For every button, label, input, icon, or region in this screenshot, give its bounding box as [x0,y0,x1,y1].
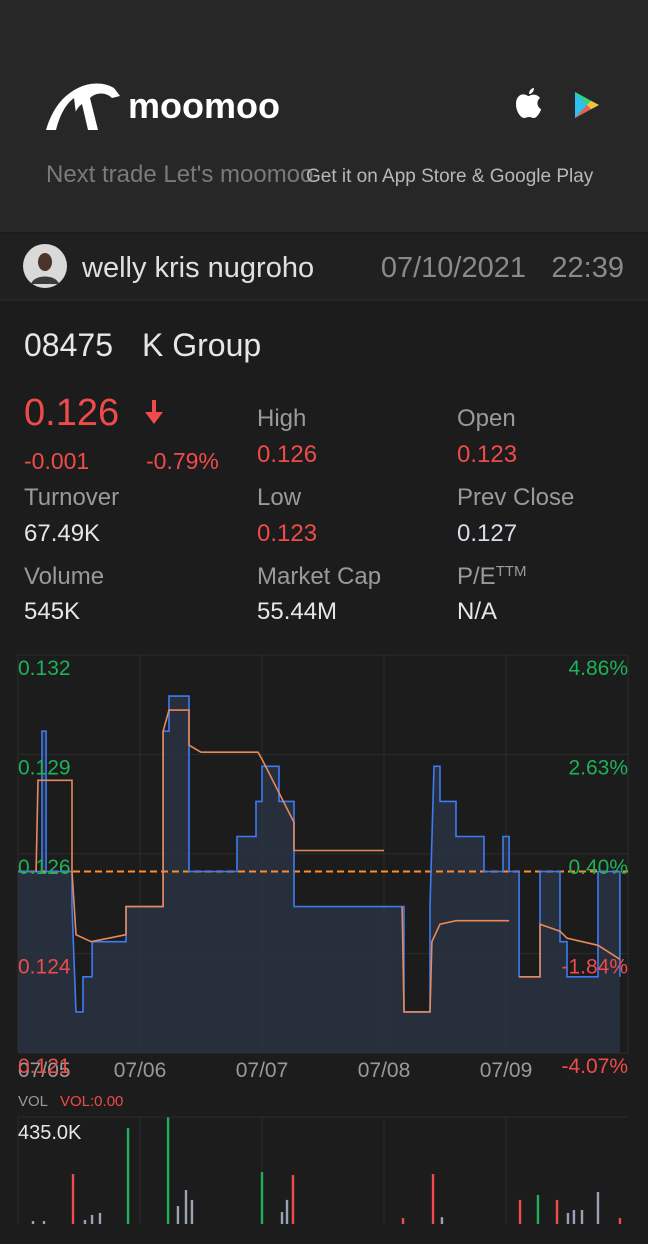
volume-bar [596,1192,600,1224]
volume-bar [580,1209,584,1224]
stat-value: 55.44M [257,598,337,625]
stat-label: Market Cap [257,563,381,590]
apple-icon[interactable] [516,88,541,118]
volume-bar [166,1117,170,1224]
volume-bar [90,1214,94,1224]
y2-tick-label: -1.84% [561,956,628,979]
change-pct: -0.79% [146,448,219,474]
volume-bar [83,1220,87,1224]
logo-icon [46,83,120,130]
stock-code: 08475 [24,327,113,363]
vol-subtitle: VOL:0.00 [60,1093,123,1110]
x-tick-label: 07/08 [358,1059,411,1082]
volume-bar [280,1211,284,1224]
stats: Turnover 67.49K Volume 545K High 0.126 Low 0.12… [24,405,574,625]
volume-bar [285,1199,289,1224]
volume-bar [618,1218,622,1224]
stock-name: K Group [142,327,261,363]
volume-bar [555,1199,559,1224]
volume-bar [518,1199,522,1224]
stat-value: 0.123 [457,441,517,468]
stat-label: Low [257,484,302,511]
avatar[interactable] [23,244,67,288]
post-row [0,234,648,300]
price-area [18,696,620,1053]
x-tick-label: 07/05 [18,1059,71,1082]
stat-label: High [257,405,306,432]
volume-bar [176,1206,180,1224]
y2-tick-label: 0.40% [568,856,628,879]
volume-bar [566,1212,570,1224]
post-time: 22:39 [551,252,624,284]
brand: moomoo [128,85,280,126]
stat-label: Turnover [24,484,119,511]
volume-bar [291,1175,295,1224]
y-tick-label: 0.121 [18,1055,71,1078]
header-bg [0,0,648,232]
stat-label-sup: TTM [496,563,527,580]
store-link[interactable]: Get it on App Store & Google Play [306,166,594,187]
stat-value: 0.123 [257,520,317,547]
vol-title: VOL [18,1093,48,1110]
volume-bar [31,1221,35,1224]
price: 0.126 [24,392,119,434]
y-tick-label: 435.0K [18,1122,82,1144]
x-tick-label: 07/07 [236,1059,289,1082]
volume-bar [190,1199,194,1224]
volume-bar [260,1172,264,1224]
volume-bar [42,1221,46,1224]
stat-value: 0.127 [457,520,517,547]
tagline: Next trade Let's moomoo [46,161,313,188]
y2-tick-label: -4.07% [561,1055,628,1078]
post-date: 07/10/2021 [381,252,526,284]
volume-bar [536,1194,540,1224]
stat-label: Volume [24,563,104,590]
volume-bar [572,1209,576,1224]
y-tick-label: 0.132 [18,657,71,680]
change: -0.001 [24,448,89,474]
x-tick-label: 07/06 [114,1059,167,1082]
volume-bar [71,1174,75,1224]
price-line [35,709,621,1013]
stat-value: 545K [24,598,80,625]
volume-bar [126,1128,130,1224]
volume-bar [401,1218,405,1224]
volume-bar [184,1190,188,1224]
down-arrow [145,400,163,424]
volume-bar [440,1217,444,1224]
stat-label: Prev Close [457,484,574,511]
y-tick-label: 0.129 [18,756,71,779]
y-tick-label: 0.126 [18,856,71,879]
y2-tick-label: 4.86% [568,657,628,680]
google-play-icon[interactable] [575,92,599,118]
stat-value: 67.49K [24,520,100,547]
stat-label: Open [457,405,516,432]
charts: 07/05 07/06 07/07 07/08 07/09 4.86% 2.63% 0.40%… [17,654,629,1224]
volume-bar [431,1174,435,1224]
stat-value: N/A [457,598,497,625]
y2-tick-label: 2.63% [568,756,628,779]
stat-value: 0.126 [257,441,317,468]
author[interactable]: welly kris nugroho [81,252,314,284]
x-tick-label: 07/09 [480,1059,533,1082]
volume-bar [98,1212,102,1224]
y-tick-label: 0.124 [18,956,71,979]
